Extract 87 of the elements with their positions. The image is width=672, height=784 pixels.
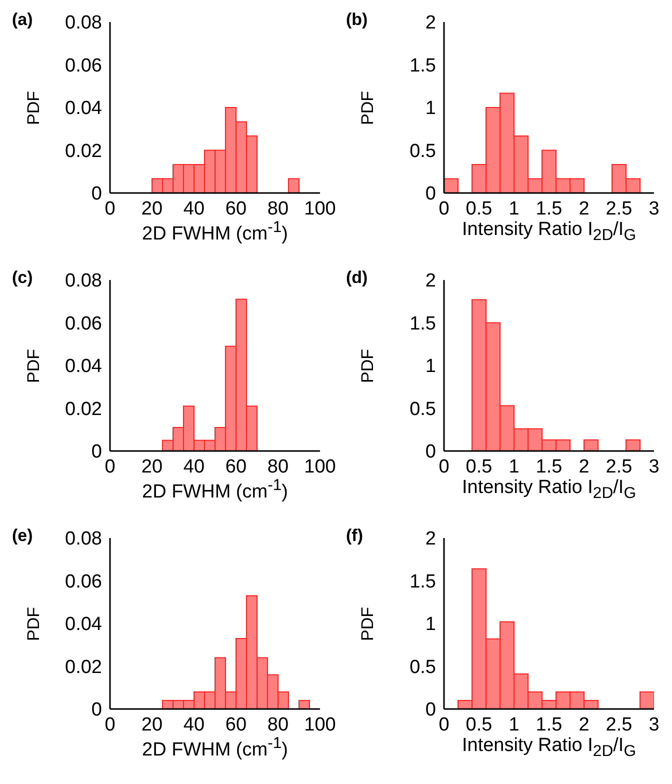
x-tick-label: 0.5 [466, 456, 492, 478]
x-tick-label: 100 [304, 714, 336, 736]
x-tick-label: 2 [578, 198, 590, 220]
y-tick-label: 0.5 [410, 656, 436, 678]
x-tick-label: 0.5 [466, 714, 492, 736]
x-tick-label: 0 [104, 456, 116, 478]
y-tick-label: 1.5 [410, 313, 436, 334]
x-tick-label: 0 [104, 198, 116, 220]
chart-title: (e) [12, 526, 33, 546]
y-tick-label: 0.02 [65, 140, 102, 162]
x-tick-label: 1.5 [536, 198, 562, 220]
chart-title: (f) [346, 526, 363, 546]
x-tick-label: 60 [225, 198, 247, 220]
y-axis-title: PDF [24, 348, 44, 382]
y-axis-title: PDF [358, 606, 378, 640]
chart-title: (d) [346, 268, 368, 288]
chart-title: (b) [346, 10, 368, 30]
y-tick-label: 1 [425, 356, 436, 378]
y-tick-label: 0 [425, 700, 436, 721]
x-axis-title: 2D FWHM (cm$^{-1}$) [142, 219, 288, 246]
x-tick-label: 1.5 [536, 714, 562, 736]
x-tick-label: 2 [578, 714, 590, 736]
x-tick-label: 60 [225, 714, 247, 736]
y-tick-label: 0.04 [65, 356, 102, 378]
x-tick-label: 20 [141, 456, 163, 478]
y-tick-label: 0.04 [65, 98, 102, 120]
x-tick-label: 1 [508, 456, 520, 478]
y-tick-label: 0.08 [65, 528, 102, 550]
chart-title: (a) [12, 10, 33, 30]
x-axis-title: Intensity Ratio I$_{2D}$/I$_{G}$ [462, 477, 636, 503]
y-axis-title: PDF [24, 606, 44, 640]
y-tick-label: 0 [91, 442, 102, 463]
y-tick-label: 0.02 [65, 398, 102, 420]
x-tick-label: 80 [267, 714, 289, 736]
y-tick-label: 1.5 [410, 571, 436, 592]
x-axis-title: Intensity Ratio I$_{2D}$/I$_{G}$ [462, 735, 636, 761]
y-tick-label: 0 [91, 184, 102, 205]
y-axis-title: PDF [358, 348, 378, 382]
x-tick-label: 40 [183, 456, 205, 478]
y-tick-label: 0.5 [410, 398, 436, 420]
x-axis-title: 2D FWHM (cm$^{-1}$) [142, 477, 288, 504]
y-tick-label: 0.06 [65, 313, 102, 334]
x-tick-label: 1.5 [536, 456, 562, 478]
x-tick-label: 0 [438, 456, 450, 478]
y-tick-label: 1 [425, 98, 436, 120]
x-tick-label: 1 [508, 198, 520, 220]
y-tick-label: 2 [425, 270, 436, 292]
y-tick-label: 0.08 [65, 270, 102, 292]
y-tick-label: 1 [425, 614, 436, 636]
x-tick-label: 2.5 [606, 456, 632, 478]
x-tick-label: 1 [508, 714, 520, 736]
x-tick-label: 100 [304, 456, 336, 478]
y-axis-title: PDF [358, 90, 378, 124]
x-axis-title: Intensity Ratio I$_{2D}$/I$_{G}$ [462, 219, 636, 245]
x-tick-label: 20 [141, 198, 163, 220]
x-tick-label: 2.5 [606, 198, 632, 220]
x-tick-label: 3 [648, 198, 660, 220]
y-tick-label: 0.04 [65, 614, 102, 636]
y-tick-label: 1.5 [410, 55, 436, 76]
y-tick-label: 2 [425, 12, 436, 34]
x-tick-label: 3 [648, 456, 660, 478]
y-tick-label: 0.06 [65, 571, 102, 592]
x-tick-label: 80 [267, 198, 289, 220]
x-tick-label: 100 [304, 198, 336, 220]
y-tick-label: 0.06 [65, 55, 102, 76]
x-tick-label: 0 [104, 714, 116, 736]
x-axis-title: 2D FWHM (cm$^{-1}$) [142, 735, 288, 762]
x-tick-label: 60 [225, 456, 247, 478]
y-tick-label: 0 [425, 184, 436, 205]
y-tick-label: 0.5 [410, 140, 436, 162]
chart-title: (c) [12, 268, 33, 288]
x-tick-label: 0 [438, 198, 450, 220]
y-axis-title: PDF [24, 90, 44, 124]
x-tick-label: 40 [183, 714, 205, 736]
y-tick-label: 0 [425, 442, 436, 463]
x-tick-label: 20 [141, 714, 163, 736]
y-tick-label: 0.08 [65, 12, 102, 34]
x-tick-label: 3 [648, 714, 660, 736]
x-tick-label: 2.5 [606, 714, 632, 736]
y-tick-label: 2 [425, 528, 436, 550]
x-tick-label: 0 [438, 714, 450, 736]
x-tick-label: 0.5 [466, 198, 492, 220]
x-tick-label: 40 [183, 198, 205, 220]
y-tick-label: 0 [91, 700, 102, 721]
x-tick-label: 2 [578, 456, 590, 478]
x-tick-label: 80 [267, 456, 289, 478]
y-tick-label: 0.02 [65, 656, 102, 678]
